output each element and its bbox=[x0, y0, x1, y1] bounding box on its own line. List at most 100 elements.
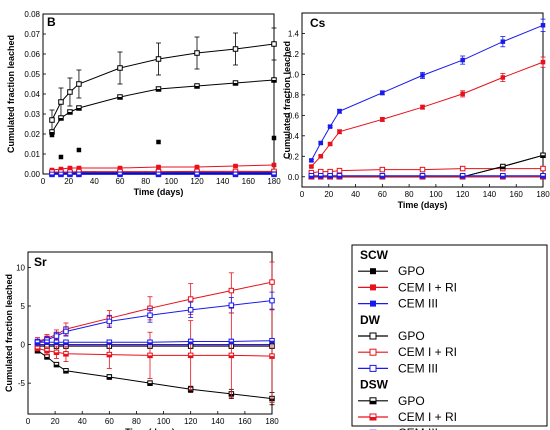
data-point bbox=[228, 287, 235, 294]
y-axis-label: Cumulated fraction leached bbox=[4, 274, 14, 392]
x-tick-label: 40 bbox=[90, 177, 99, 186]
series-dsw-cem-iii bbox=[49, 171, 277, 178]
data-point bbox=[337, 129, 342, 134]
data-point bbox=[419, 166, 426, 173]
legend-swatch-marker bbox=[369, 332, 377, 340]
data-point bbox=[271, 162, 277, 168]
data-point bbox=[58, 115, 64, 121]
data-point bbox=[49, 171, 55, 178]
data-point bbox=[58, 171, 64, 178]
y-axis-label: Cumulated fraction leached bbox=[282, 41, 292, 159]
data-point bbox=[228, 352, 235, 359]
data-point bbox=[147, 339, 153, 346]
data-point bbox=[228, 302, 235, 308]
data-point bbox=[117, 165, 123, 171]
data-point bbox=[53, 333, 60, 339]
data-point bbox=[106, 374, 113, 380]
x-tick-label: 80 bbox=[405, 190, 414, 199]
x-tick-label: 0 bbox=[41, 177, 46, 186]
data-point bbox=[271, 41, 277, 47]
chart-legend: SCW GPO CEM I + RI CEM III DW GPO CEM I + RI CE… bbox=[351, 244, 548, 430]
x-tick-label: 80 bbox=[132, 417, 141, 426]
legend-entry-label: CEM III bbox=[398, 297, 438, 311]
x-tick-label: 140 bbox=[211, 417, 225, 426]
legend-swatch-marker bbox=[369, 348, 377, 356]
data-point bbox=[106, 318, 113, 325]
y-tick-label: 0.06 bbox=[24, 50, 40, 59]
x-tick-label: 120 bbox=[190, 177, 204, 186]
legend-entry: CEM III bbox=[358, 361, 438, 375]
data-point bbox=[540, 59, 546, 65]
x-tick-label: 140 bbox=[483, 190, 497, 199]
data-point bbox=[194, 50, 200, 56]
y-tick-label: 1.4 bbox=[288, 29, 300, 38]
data-point bbox=[269, 337, 275, 344]
y-tick-label: 10 bbox=[16, 263, 25, 272]
data-point bbox=[460, 91, 465, 97]
panel-cs: 0 20 40 60 80 100 120 140 160 180 0.0 0.2 0.4 0.6 0.8 1… bbox=[282, 12, 550, 210]
data-point bbox=[76, 81, 82, 87]
data-point bbox=[76, 147, 82, 153]
x-tick-label: 20 bbox=[324, 190, 333, 199]
data-point bbox=[459, 172, 466, 179]
data-point bbox=[63, 368, 69, 374]
data-point bbox=[117, 171, 123, 178]
data-point bbox=[233, 163, 238, 169]
series-scw-cem-iii bbox=[308, 18, 546, 163]
data-point bbox=[44, 354, 50, 360]
data-point bbox=[63, 328, 69, 335]
x-tick-label: 100 bbox=[165, 177, 179, 186]
data-point bbox=[187, 296, 194, 302]
data-point bbox=[147, 312, 153, 319]
data-point bbox=[156, 139, 161, 145]
data-point bbox=[308, 172, 315, 179]
legend-entry-label: GPO bbox=[398, 264, 425, 278]
data-point bbox=[194, 83, 200, 89]
x-tick-label: 160 bbox=[242, 177, 256, 186]
data-point bbox=[460, 57, 465, 63]
data-point bbox=[232, 46, 239, 52]
data-point bbox=[34, 339, 41, 346]
y-tick-label: 0.01 bbox=[24, 150, 40, 159]
panel-label: Sr bbox=[34, 255, 47, 269]
legend-swatch-marker bbox=[370, 268, 376, 275]
data-point bbox=[500, 39, 506, 44]
legend-entry: GPO bbox=[358, 394, 425, 408]
x-tick-label: 100 bbox=[429, 190, 443, 199]
legend-entry-label: CEM III bbox=[398, 426, 438, 430]
legend-swatch-marker bbox=[369, 364, 377, 372]
legend-swatch-marker bbox=[370, 300, 376, 307]
panel-label: Cs bbox=[310, 16, 326, 30]
chart-panels: 0 20 40 60 80 100 120 140 160 1800.000.010.020.03… bbox=[4, 10, 550, 430]
series-dsw-gpo bbox=[49, 77, 277, 135]
legend-entry-label: CEM I + RI bbox=[398, 280, 457, 294]
series-scw-gpo bbox=[49, 132, 277, 160]
y-tick-label: 0.4 bbox=[288, 132, 300, 141]
data-point bbox=[232, 171, 239, 178]
y-tick-label: 0.00 bbox=[24, 170, 40, 179]
data-point bbox=[327, 124, 333, 129]
data-point bbox=[540, 23, 546, 28]
x-tick-label: 60 bbox=[378, 190, 387, 199]
data-point bbox=[459, 165, 466, 172]
x-tick-label: 60 bbox=[105, 417, 114, 426]
data-point bbox=[269, 297, 275, 304]
y-tick-label: 0.6 bbox=[288, 111, 300, 120]
data-point bbox=[63, 339, 69, 346]
data-point bbox=[500, 75, 506, 80]
legend-entry: CEM I + RI bbox=[358, 410, 457, 424]
data-point bbox=[117, 94, 123, 100]
data-point bbox=[540, 152, 546, 159]
y-tick-label: 0.08 bbox=[24, 10, 40, 19]
y-tick-label: 5 bbox=[21, 302, 26, 311]
y-axis-label: Cumulated fraction leached bbox=[6, 35, 16, 153]
y-tick-label: -5 bbox=[18, 379, 26, 388]
x-tick-label: 80 bbox=[141, 177, 150, 186]
legend-entry-label: CEM III bbox=[398, 361, 438, 375]
data-point bbox=[500, 163, 506, 170]
data-point bbox=[194, 171, 200, 178]
y-tick-label: 0.2 bbox=[288, 152, 300, 161]
data-point bbox=[379, 172, 386, 179]
data-point bbox=[49, 117, 55, 123]
